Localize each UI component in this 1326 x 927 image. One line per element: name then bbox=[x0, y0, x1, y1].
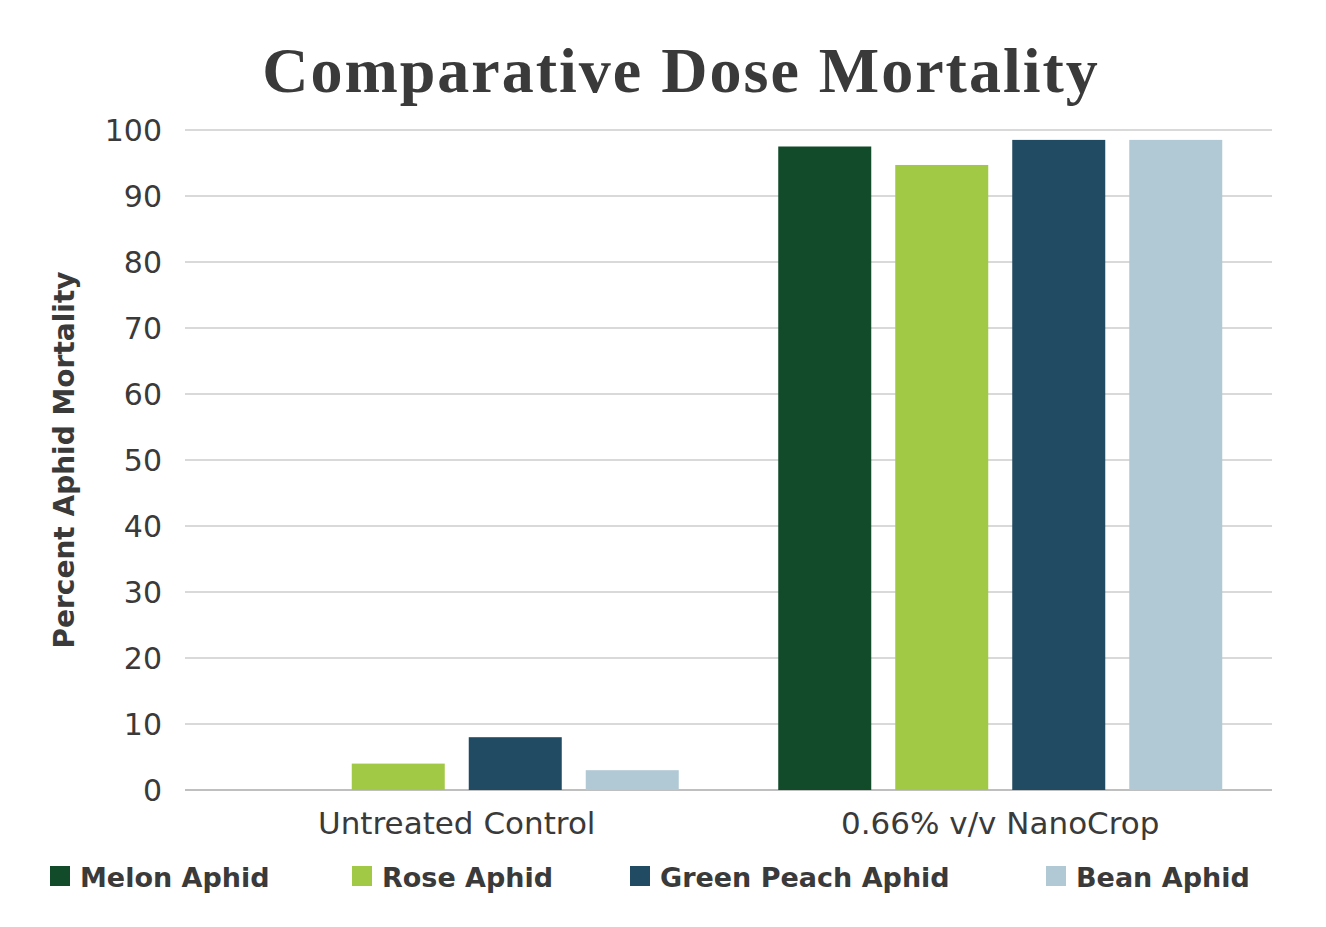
grid-line bbox=[185, 393, 1272, 395]
grid-line bbox=[185, 657, 1272, 659]
bar bbox=[469, 737, 562, 790]
grid-line bbox=[185, 459, 1272, 461]
y-tick-label: 60 bbox=[124, 377, 162, 412]
title: Comparative Dose Mortality bbox=[262, 35, 1100, 106]
grid-line bbox=[185, 327, 1272, 329]
grid-line bbox=[185, 525, 1272, 527]
bar bbox=[778, 147, 871, 791]
bar bbox=[1012, 140, 1105, 790]
bar bbox=[1129, 140, 1222, 790]
legend-label: Bean Aphid bbox=[1076, 862, 1250, 893]
y-tick-label: 100 bbox=[105, 113, 162, 148]
grid-line bbox=[185, 789, 1272, 791]
y-tick-label: 70 bbox=[124, 311, 162, 346]
y-tick-label: 40 bbox=[124, 509, 162, 544]
legend-label: Melon Aphid bbox=[80, 862, 270, 893]
chart-root: Comparative Dose Mortality Percent Aphid … bbox=[0, 0, 1326, 927]
legend-swatch bbox=[630, 866, 650, 886]
y-tick-label: 10 bbox=[124, 707, 162, 742]
bar bbox=[352, 764, 445, 790]
y-tick-label: 90 bbox=[124, 179, 162, 214]
chart-svg: Comparative Dose Mortality Percent Aphid … bbox=[0, 0, 1326, 927]
grid-line bbox=[185, 261, 1272, 263]
x-tick-label: Untreated Control bbox=[318, 805, 595, 841]
y-tick-label: 20 bbox=[124, 641, 162, 676]
y-tick-label: 0 bbox=[143, 773, 162, 808]
bar bbox=[586, 770, 679, 790]
grid-line bbox=[185, 195, 1272, 197]
bars bbox=[352, 140, 1223, 790]
legend-swatch bbox=[1046, 866, 1066, 886]
legend-swatch bbox=[50, 866, 70, 886]
y-tick-label: 30 bbox=[124, 575, 162, 610]
legend-label: Green Peach Aphid bbox=[660, 862, 950, 893]
grid-line bbox=[185, 591, 1272, 593]
y-tick-label: 80 bbox=[124, 245, 162, 280]
legend-label: Rose Aphid bbox=[382, 862, 553, 893]
grid-line bbox=[185, 723, 1272, 725]
y-tick-label: 50 bbox=[124, 443, 162, 478]
grid-line bbox=[185, 129, 1272, 131]
legend-swatch bbox=[352, 866, 372, 886]
bar bbox=[235, 790, 328, 791]
bar bbox=[895, 165, 988, 790]
x-tick-label: 0.66% v/v NanoCrop bbox=[841, 805, 1159, 841]
y-axis-label: Percent Aphid Mortality bbox=[48, 271, 81, 648]
